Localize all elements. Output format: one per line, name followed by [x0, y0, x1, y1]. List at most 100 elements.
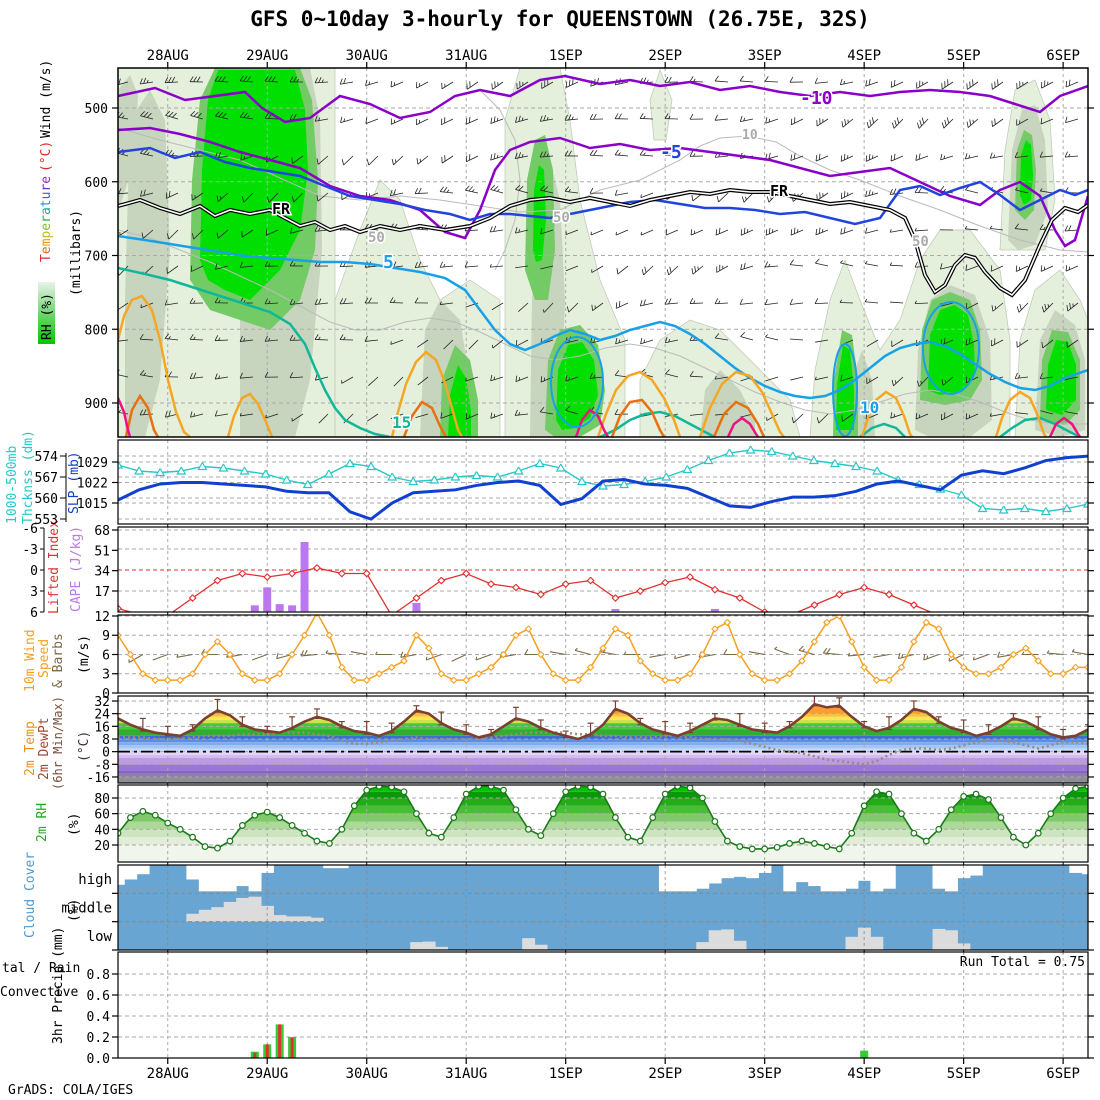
cloud-middle-bar [248, 896, 262, 922]
cloud-high-bar [932, 865, 946, 889]
wind-barb-tick [969, 81, 971, 88]
wind-speed-marker [959, 663, 968, 672]
wind-barb-tick [844, 119, 847, 126]
temp-line [118, 702, 1088, 741]
wind-barb-tick [991, 120, 993, 127]
wind-barb [515, 155, 529, 159]
wind-barb [891, 339, 904, 348]
wind-barb-tick [818, 153, 821, 160]
cloud-high-bar [124, 865, 138, 880]
wind-speed-marker [934, 625, 943, 633]
wind-barb [689, 302, 704, 304]
wind-barb [400, 653, 417, 658]
wind-barb [343, 155, 354, 166]
cloud-high-bar [758, 865, 772, 873]
wind-barb-tick [168, 111, 174, 117]
contour-label: 10 [860, 398, 879, 417]
wind-barb-tick [118, 78, 121, 85]
contour-label: -10 [800, 88, 833, 109]
wind-barb-tick [847, 119, 849, 123]
rh-tick-label: 60 [94, 808, 110, 823]
wind-barb [441, 155, 454, 164]
rh2m-panel [118, 785, 1088, 862]
wind-barb [740, 229, 754, 236]
wind-barb-tick [793, 227, 796, 234]
contour-label: FR [272, 200, 291, 218]
wind-barb-tick [193, 336, 196, 340]
wind-barb [748, 651, 765, 656]
cape-bar [288, 605, 297, 612]
wind-barb-tick [289, 260, 294, 267]
wind-barb-tick [189, 334, 194, 340]
wind-barb [490, 118, 504, 124]
thickness-marker [597, 481, 609, 490]
thickness-marker [344, 459, 355, 468]
wind-barb-tick [691, 194, 694, 202]
wind-barb-tick [718, 300, 721, 304]
wind-barb-tick [901, 654, 904, 658]
wind-barb-tick [989, 152, 993, 159]
wind10-unit: (m/s) [77, 635, 92, 674]
cloud-low-bar [410, 942, 424, 950]
wind-barb [1015, 412, 1029, 415]
wind-barb [315, 376, 329, 381]
wind-barb [416, 118, 429, 126]
wind-barb-tick [815, 228, 818, 235]
wind-barb [965, 228, 979, 231]
wind-barb-tick [989, 413, 992, 417]
rh-marker [151, 811, 159, 819]
wind-barb-tick [571, 116, 574, 120]
precip-axis-label: 3hr Precip (mm) [51, 927, 66, 1044]
upper-temperature-label: Temperature [39, 176, 54, 262]
wind-barb-tick [965, 264, 968, 271]
wind-barb-tick [694, 266, 697, 273]
wind-barb [165, 114, 179, 120]
wind-barb-tick [418, 261, 422, 268]
temp-contour [118, 126, 1088, 248]
date-label-top: 4SEP [847, 48, 881, 64]
date-label-bottom: 30AUG [346, 1066, 388, 1082]
cape-label: CAPE (J/kg) [69, 526, 84, 612]
wind-barb-tick [139, 369, 145, 375]
thickness-marker [176, 466, 187, 475]
wind-barb-tick [718, 153, 721, 158]
rh-tick-label: 20 [94, 839, 110, 854]
wind-barb [790, 338, 804, 341]
wind-barb-tick [490, 374, 493, 381]
rh-marker [848, 829, 856, 837]
temp-contour [596, 370, 682, 437]
wind-speed-marker [1009, 651, 1018, 659]
wind-barb [265, 80, 279, 83]
wind-barb-tick [665, 229, 668, 236]
wind-barb-tick [465, 377, 467, 382]
temp-contour [118, 74, 1088, 124]
wind-barb-tick [565, 81, 568, 88]
wind-barb [215, 115, 229, 120]
rh-marker [922, 837, 930, 845]
wind-barb-tick [889, 188, 893, 195]
wind-barb-tick [289, 298, 293, 305]
wind-barb [866, 155, 879, 162]
generated-chart-layers: -10-5FRFR510151050505050060070080090028A… [22, 48, 1094, 1082]
wind-barb-tick [768, 118, 771, 123]
wind-barb-tick [868, 79, 871, 86]
wind-barb-tick [693, 300, 696, 304]
wind-barb-tick [339, 78, 343, 85]
wind-barb-tick [143, 372, 147, 376]
wind-barb [664, 155, 679, 157]
wind-barb-tick [814, 298, 819, 304]
wind-barb-tick [1047, 304, 1050, 308]
temp-contour [860, 390, 914, 437]
wind-barb [240, 376, 254, 379]
wind-barb-tick [514, 409, 518, 416]
wind-barb [1043, 302, 1054, 313]
li-marker [487, 580, 496, 588]
rh-marker [972, 790, 980, 798]
cloud-high-bar [211, 865, 225, 892]
wind-barb-tick [440, 412, 443, 419]
temp-contour [124, 393, 160, 437]
wind-barb [574, 649, 591, 656]
wind-barb [1015, 189, 1029, 194]
rh-marker [860, 802, 868, 810]
temp-band [118, 742, 1088, 746]
